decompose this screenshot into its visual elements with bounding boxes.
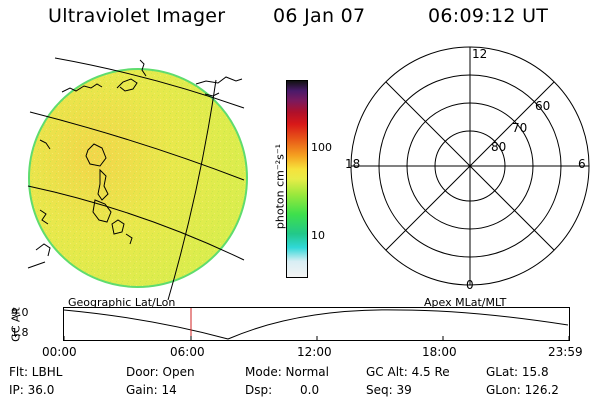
time-tick-1200: 12:00 [297,345,332,359]
coastlines [35,59,243,257]
time-tick-0600: 06:00 [170,345,205,359]
gain-info: Gain: 14 [126,383,177,397]
lat-lon-grid [27,57,245,300]
altitude-curve [63,309,569,340]
mlt-label-18: 18 [345,157,361,171]
time-tick-1800: 18:00 [422,345,457,359]
mlt-label-12: 12 [472,47,488,61]
glon-info: GLon: 126.2 [486,383,559,397]
image-time: 06:09:12 UT [428,5,549,27]
time-tick-2359: 23:59 [548,345,583,359]
colorbar-unit-label: photon cm⁻²s⁻¹ [273,143,287,230]
mlt-label-0: 0 [466,278,474,292]
mlt-label-6: 6 [578,157,586,171]
image-date: 06 Jan 07 [273,5,366,27]
gc-alt-info: GC Alt: 4.5 Re [366,365,450,379]
ip-info: IP: 36.0 [9,383,55,397]
dsp-label: Dsp: [245,383,273,397]
altitude-tick-bottom: 1.8 [11,326,29,339]
mode-info: Mode: Normal [245,365,329,379]
colorbar-tick-100: 100 [311,141,332,154]
polar-grid-plot [350,46,590,286]
seq-info: Seq: 39 [366,383,412,397]
apex-label: Apex MLat/MLT [424,296,507,309]
uv-image-panel [27,57,248,300]
app-title: Ultraviolet Imager [48,5,226,27]
glat-info: GLat: 15.8 [486,365,549,379]
geographic-label: Geographic Lat/Lon [68,296,176,309]
door-info: Door: Open [126,365,195,379]
filter-info: Flt: LBHL [9,365,63,379]
mlat-label-80: 80 [491,140,507,154]
dsp-value: 0.0 [300,383,320,397]
colorbar-tick-10: 10 [311,229,325,242]
altitude-timeline [63,307,570,341]
color-scale-bar [286,80,308,278]
time-tick-0000: 00:00 [42,345,77,359]
mlat-label-70: 70 [512,121,528,135]
altitude-tick-top: 9.0 [11,306,29,319]
mlat-label-60: 60 [535,99,551,113]
